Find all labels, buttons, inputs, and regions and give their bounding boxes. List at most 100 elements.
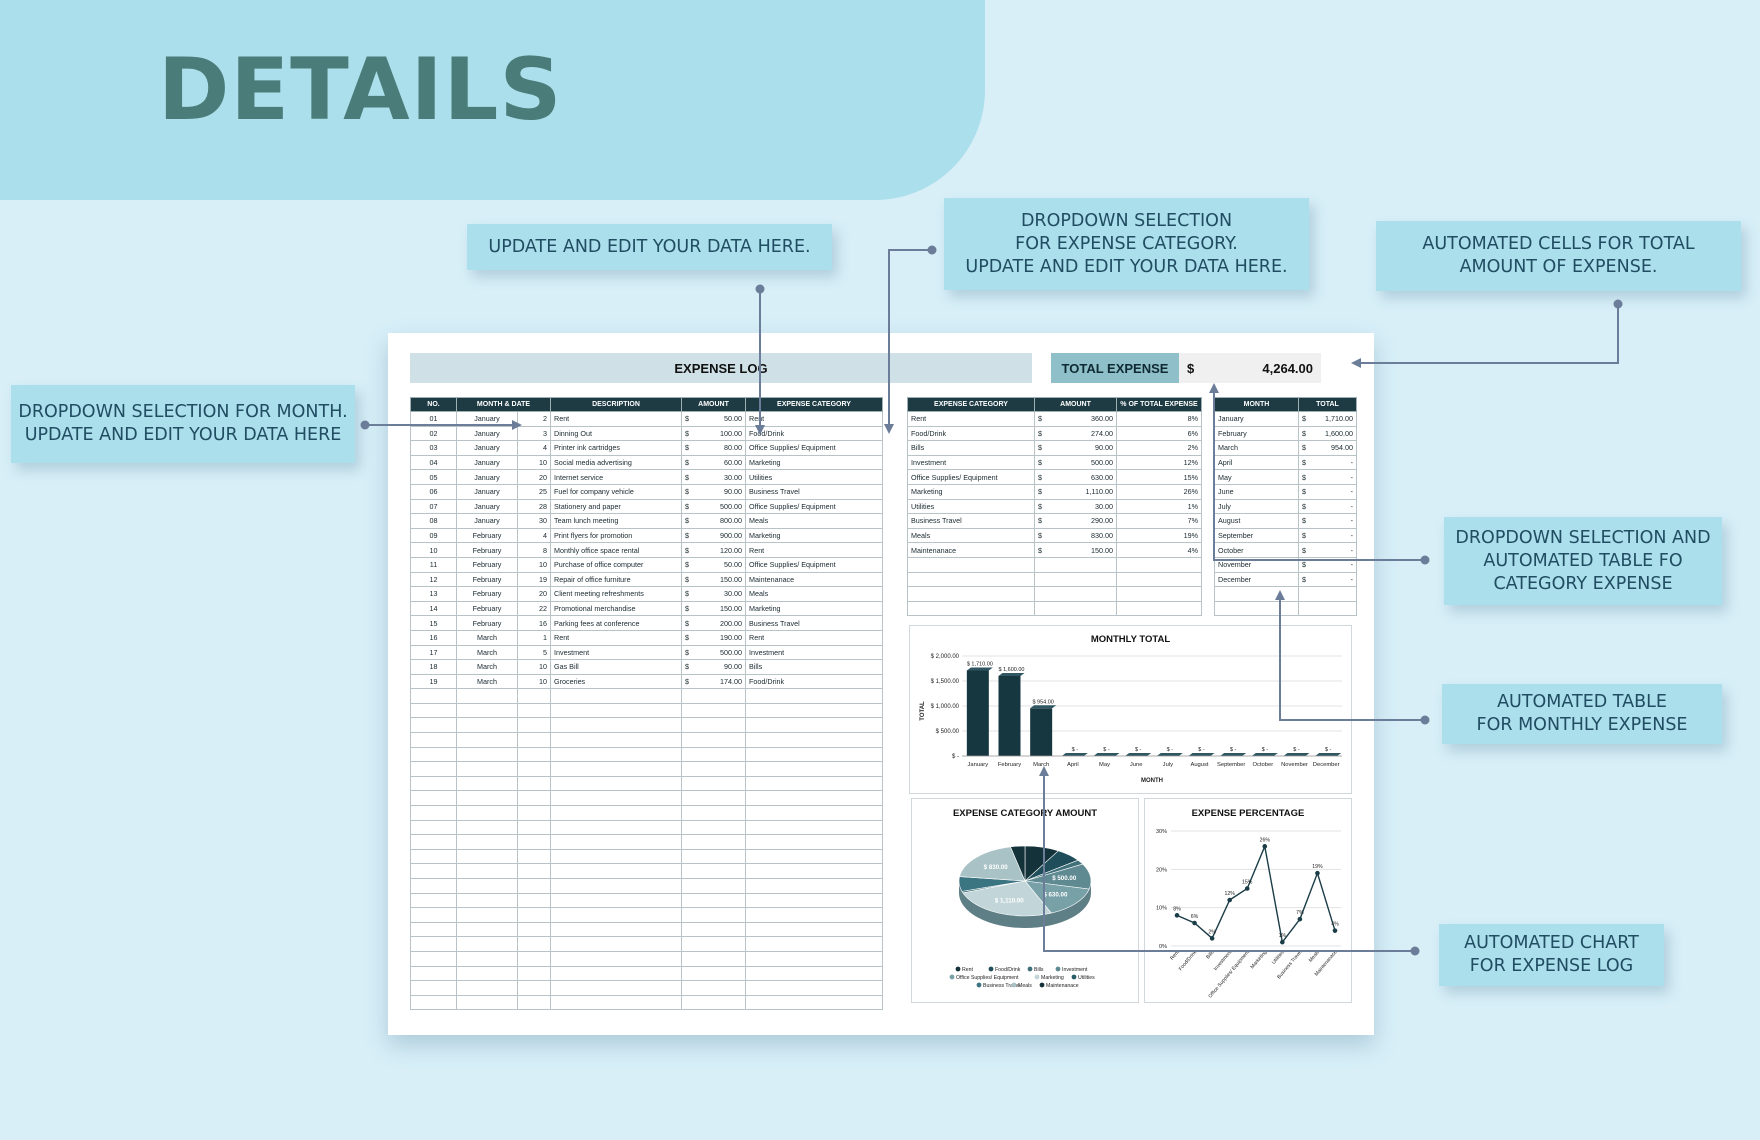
callout-automated-total: AUTOMATED CELLS FOR TOTAL AMOUNT OF EXPE… [1376,221,1741,291]
table-row[interactable]: Business Travel $290.00 7% [907,513,1202,529]
table-row[interactable]: Marketing $1,110.00 26% [907,483,1202,500]
table-row[interactable]: Utilities $30.00 1% [907,498,1202,515]
table-row[interactable] [410,688,883,704]
table-row[interactable] [410,878,883,894]
table-row[interactable]: Office Supplies/ Equipment $630.00 15% [907,469,1202,485]
table-row[interactable] [1214,600,1357,617]
connector-dot [1613,299,1623,309]
bar-top [966,667,993,671]
table-row[interactable]: September $ - [1214,527,1357,544]
table-row[interactable] [907,600,1202,617]
table-row[interactable] [410,805,883,821]
table-row[interactable]: 04 January 10 Social media advertising $60.0… [410,454,883,471]
table-row[interactable]: 05 January 20 Internet service $30.00 Utiliti… [410,469,883,485]
empty-cell [745,965,883,982]
table-row[interactable] [410,746,883,763]
table-row[interactable]: 16 March 1 Rent $190.00 Rent [410,629,883,646]
pie-legend-label: Investment [1062,967,1088,973]
bar-data-label: $ - [1135,747,1142,753]
table-row[interactable]: August $ - [1214,513,1357,529]
amount-value: 1,600.00 [1325,428,1353,438]
table-row[interactable] [410,863,883,879]
table-row[interactable] [1214,586,1357,602]
empty-cell [1116,571,1202,588]
currency-symbol: $ [1038,531,1042,541]
table-row[interactable]: 15 February 16 Parking fees at conference $2… [410,615,883,631]
table-row[interactable]: 02 January 3 Dinning Out $100.00 Food/Drink [410,425,883,442]
amount-cell: $174.00 [681,673,746,690]
table-row[interactable] [907,586,1202,602]
table-row[interactable]: 12 February 19 Repair of office furniture $1… [410,571,883,588]
amount-cell: $60.00 [681,454,746,471]
table-row[interactable] [410,732,883,748]
table-row[interactable] [410,775,883,792]
day-cell: 10 [517,673,551,690]
empty-cell [517,819,551,836]
table-row[interactable]: Investment $500.00 12% [907,454,1202,471]
empty-cell [550,950,682,967]
table-row[interactable]: April $ - [1214,454,1357,471]
table-row[interactable]: Meals $830.00 19% [907,527,1202,544]
currency-symbol: $ [1302,428,1306,438]
table-row[interactable]: Maintenanace $150.00 4% [907,542,1202,558]
table-row[interactable] [410,980,883,996]
table-row[interactable]: Food/Drink $274.00 6% [907,425,1202,442]
table-row[interactable]: March $954.00 [1214,440,1357,456]
table-row[interactable]: 08 January 30 Team lunch meeting $800.00 Meal… [410,513,883,529]
pie-chart-svg: $ 500.00 $ 630.00 $ 1,110.00 $ 830.00 Rent Fo… [949,845,1095,989]
bar-top [1125,753,1152,756]
empty-cell [456,994,518,1011]
table-row[interactable] [907,571,1202,588]
table-row[interactable]: 06 January 25 Fuel for company vehicle $90.0… [410,483,883,500]
table-row[interactable]: 09 February 4 Print flyers for promotion $90… [410,527,883,544]
table-row[interactable]: 18 March 10 Gas Bill $90.00 Bills [410,659,883,675]
table-row[interactable]: 01 January 2 Rent $50.00 Rent [410,411,883,427]
table-row[interactable] [410,717,883,734]
table-row[interactable]: 17 March 5 Investment $500.00 Investment [410,644,883,661]
table-row[interactable] [410,848,883,865]
empty-cell [517,965,551,982]
bar-x-label: November [1281,762,1308,768]
amount-value: 174.00 [720,676,742,686]
table-row[interactable] [410,994,883,1011]
table-row[interactable] [410,921,883,938]
table-row[interactable]: 07 January 28 Stationery and paper $500.00 Of… [410,498,883,515]
table-row[interactable] [410,907,883,923]
empty-cell [681,717,746,734]
table-row[interactable]: October $ - [1214,542,1357,558]
connector-dot [927,245,937,255]
description-cell: Repair of office furniture [550,571,682,588]
pie-legend-marker [1011,982,1017,988]
table-row[interactable] [410,702,883,719]
table-row[interactable]: 19 March 10 Groceries $174.00 Food/Drink [410,673,883,690]
table-row[interactable]: July $ - [1214,498,1357,515]
table-row[interactable]: Rent $360.00 8% [907,411,1202,427]
bar-top [1061,753,1088,756]
table-row[interactable]: November $ - [1214,556,1357,573]
table-row[interactable]: 13 February 20 Client meeting refreshments $… [410,586,883,602]
table-row[interactable] [410,761,883,777]
table-row[interactable] [907,556,1202,573]
table-row[interactable]: 14 February 22 Promotional merchandise $150.… [410,600,883,617]
table-row[interactable] [410,819,883,836]
table-row[interactable] [410,892,883,909]
table-row[interactable] [410,790,883,807]
table-row[interactable] [410,950,883,967]
table-row[interactable] [410,834,883,850]
table-row[interactable]: May $ - [1214,469,1357,485]
table-row[interactable]: February $1,600.00 [1214,425,1357,442]
table-row[interactable]: 11 February 10 Purchase of office computer $… [410,556,883,573]
table-row[interactable]: 10 February 8 Monthly office space rental $1… [410,542,883,558]
line-point [1315,870,1320,876]
table-row[interactable]: June $ - [1214,483,1357,500]
table-row[interactable]: December $ - [1214,571,1357,588]
table-row[interactable]: 03 January 4 Printer ink cartridges $80.00 Of… [410,440,883,456]
amount-value: 274.00 [1091,428,1113,438]
table-row[interactable] [410,936,883,952]
empty-cell [456,732,518,748]
empty-cell [456,819,518,836]
table-row[interactable]: Bills $90.00 2% [907,440,1202,456]
month-cell: February [456,600,518,617]
table-row[interactable] [410,965,883,982]
table-row[interactable]: January $1,710.00 [1214,411,1357,427]
